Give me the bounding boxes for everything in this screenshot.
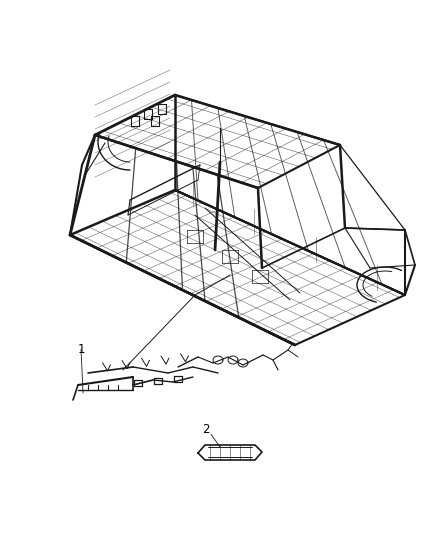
Text: 1: 1 (77, 343, 85, 356)
Text: 2: 2 (202, 423, 210, 435)
